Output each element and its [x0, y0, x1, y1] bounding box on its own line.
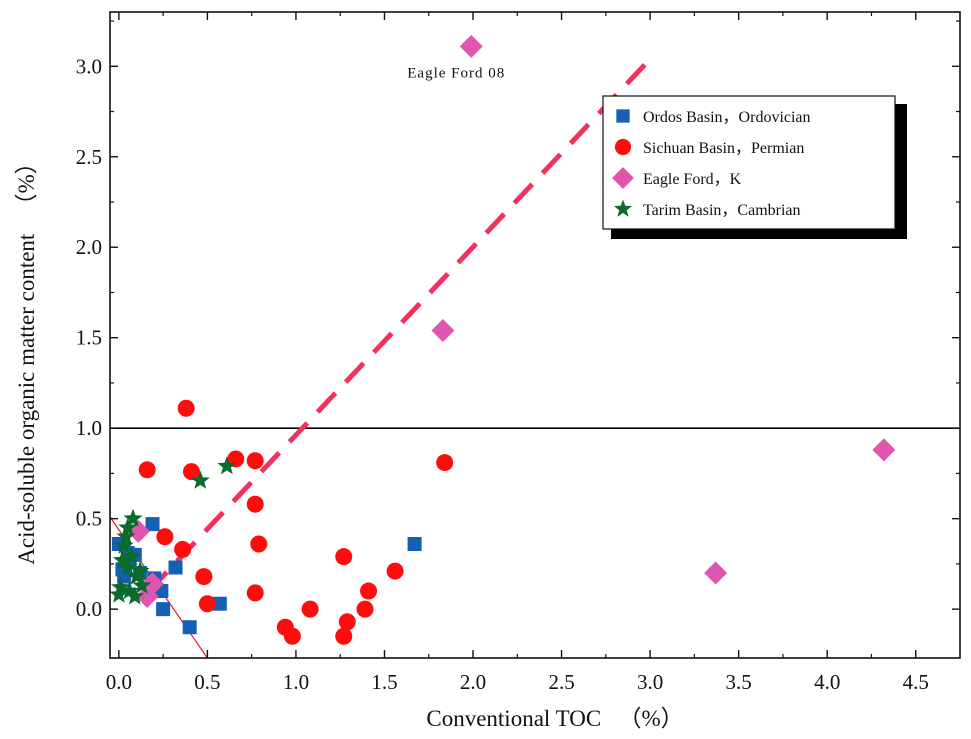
legend-label-tarim: Tarim Basin，Cambrian	[643, 202, 801, 219]
point-eagle-ford-4	[431, 318, 455, 342]
point-ordos-14	[212, 596, 227, 611]
point-tarim-11	[125, 586, 145, 605]
point-sichuan-19	[356, 600, 374, 618]
series-eagle-ford	[126, 34, 896, 608]
point-sichuan-7	[198, 595, 216, 613]
point-sichuan-10	[246, 495, 264, 513]
point-sichuan-20	[360, 582, 378, 600]
point-sichuan-6	[195, 568, 213, 586]
point-eagle-ford-5	[459, 34, 483, 58]
point-tarim-16	[217, 456, 237, 475]
point-sichuan-3	[174, 540, 192, 558]
legend-marker-ordos	[616, 109, 630, 123]
point-sichuan-22	[436, 454, 454, 472]
point-sichuan-21	[386, 562, 404, 580]
y-tick-label: 2.5	[76, 145, 102, 169]
point-sichuan-9	[246, 452, 264, 470]
point-tarim-10	[123, 508, 143, 527]
point-tarim-2	[111, 577, 131, 596]
legend-box	[602, 95, 896, 230]
annotation-eagle-ford-08: Eagle Ford 08	[407, 66, 505, 82]
point-ordos-13	[182, 620, 197, 635]
legend-marker-sichuan	[614, 138, 632, 156]
x-tick-label: 4.0	[814, 670, 840, 694]
point-eagle-ford-6	[704, 561, 728, 585]
y-tick-label: 1.5	[76, 326, 102, 350]
x-tick-label: 3.5	[726, 670, 752, 694]
point-tarim-5	[116, 526, 136, 545]
legend-marker-eagle-ford	[612, 167, 634, 189]
x-tick-label: 2.5	[548, 670, 574, 694]
point-tarim-8	[119, 581, 139, 600]
legend-marker-tarim	[613, 199, 633, 217]
data-points	[109, 34, 896, 645]
y-axis-title: Acid-soluble organic matter content （%）	[14, 151, 39, 564]
legend: Ordos Basin，Ordovician Sichuan Basin，Perm…	[602, 95, 907, 239]
x-tick-label: 4.5	[903, 670, 929, 694]
point-sichuan-2	[156, 528, 174, 546]
point-eagle-ford-3	[141, 572, 164, 596]
point-sichuan-17	[335, 548, 353, 566]
point-sichuan-16	[335, 627, 353, 645]
point-tarim-4	[114, 535, 134, 554]
point-ordos-11	[156, 602, 171, 617]
x-axis-title: Conventional TOC （%）	[426, 706, 683, 731]
point-sichuan-5	[182, 463, 200, 481]
point-tarim-9	[121, 546, 141, 565]
point-sichuan-12	[250, 535, 268, 553]
point-tarim-7	[118, 557, 138, 576]
legend-label-sichuan: Sichuan Basin，Permian	[643, 140, 804, 157]
y-tick-label: 2.0	[76, 235, 102, 259]
x-tick-label: 1.5	[371, 670, 397, 694]
series-tarim	[109, 456, 237, 605]
legend-label-ordos: Ordos Basin，Ordovician	[643, 109, 811, 126]
point-sichuan-14	[283, 627, 301, 645]
series-sichuan	[138, 399, 454, 645]
point-sichuan-4	[177, 399, 195, 417]
point-tarim-14	[132, 575, 152, 594]
x-tick-label: 3.0	[637, 670, 663, 694]
y-tick-label: 0.5	[76, 507, 102, 531]
x-tick-label: 0.0	[106, 670, 132, 694]
point-tarim-15	[190, 470, 210, 489]
x-tick-label: 1.0	[283, 670, 309, 694]
point-ordos-12	[168, 560, 183, 575]
point-sichuan-18	[338, 613, 356, 631]
x-tick-label: 0.5	[194, 670, 220, 694]
point-sichuan-1	[138, 461, 156, 479]
point-eagle-ford-1	[126, 519, 150, 543]
legend-label-eagle-ford: Eagle Ford，K	[643, 171, 742, 188]
axis-ticks: 0.0 0.5 1.0 1.5 2.0 2.5 3.0 3.5 4.0 4.5 0.0 0.5 1.0 1…	[76, 12, 960, 694]
y-tick-label: 0.0	[76, 597, 102, 621]
point-sichuan-11	[246, 584, 264, 602]
plot-frame	[109, 11, 961, 659]
point-tarim-13	[130, 561, 150, 580]
point-tarim-3	[112, 550, 132, 569]
point-tarim-6	[118, 517, 138, 536]
point-tarim-1	[109, 584, 129, 603]
point-sichuan-15	[301, 600, 319, 618]
point-ordos-8	[145, 517, 160, 532]
x-tick-label: 2.0	[460, 670, 486, 694]
y-tick-label: 1.0	[76, 416, 102, 440]
point-ordos-15	[407, 537, 422, 551]
trend-line	[147, 57, 652, 593]
point-eagle-ford-7	[872, 438, 896, 462]
y-tick-label: 3.0	[76, 54, 102, 78]
legend-items: Ordos Basin，Ordovician Sichuan Basin，Perm…	[612, 109, 811, 219]
